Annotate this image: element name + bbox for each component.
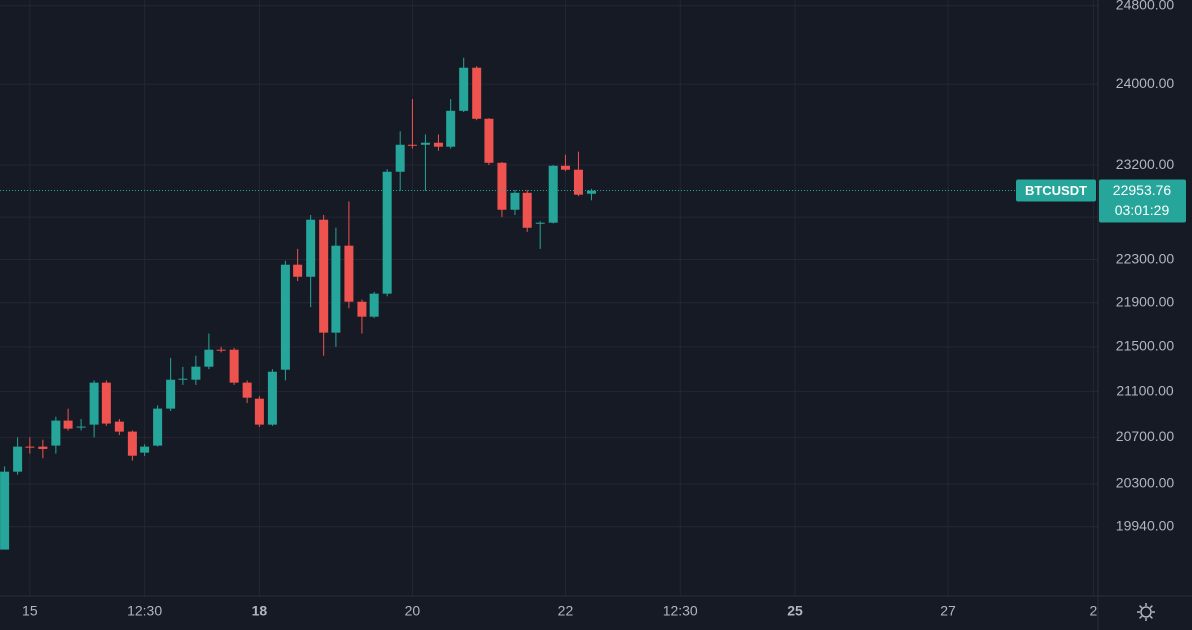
candle-body [420, 142, 430, 145]
y-tick-label: 24000.00 [1116, 75, 1175, 91]
candle-body [369, 293, 379, 317]
candle-body [573, 169, 583, 195]
y-tick-label: 24800.00 [1116, 0, 1175, 12]
candle-body [522, 192, 532, 228]
candle-body [216, 349, 226, 351]
candle-body [407, 144, 417, 146]
symbol-badge [1016, 179, 1096, 202]
candle-body [306, 219, 316, 277]
settings-icon-ring [1140, 606, 1152, 618]
candle-body [472, 67, 482, 119]
candle-body [0, 471, 10, 550]
axes: 24800.0024000.0023200.0022700.0022300.00… [0, 0, 1186, 619]
candle-body [510, 192, 520, 210]
candle-body [204, 349, 214, 367]
x-tick-label: 2 [1090, 603, 1098, 619]
candle-body [127, 431, 137, 456]
candle-body [560, 165, 570, 170]
x-tick-label: 20 [405, 603, 421, 619]
countdown-label: 03:01:29 [1115, 202, 1170, 218]
y-tick-label: 20700.00 [1116, 428, 1175, 444]
candle-body [293, 264, 303, 277]
y-tick-label: 19940.00 [1116, 517, 1175, 533]
candle-body [395, 144, 405, 172]
candle-body [254, 398, 264, 425]
candle-body [433, 142, 443, 147]
candle-body [382, 171, 392, 294]
settings-icon[interactable] [1137, 603, 1155, 621]
candle-body [319, 219, 329, 333]
candle-body [25, 446, 35, 448]
candle-body [535, 222, 545, 224]
candle-body [229, 349, 239, 383]
candle-body [344, 245, 354, 302]
x-tick-label: 18 [252, 603, 268, 619]
candle-body [280, 264, 290, 370]
y-tick-label: 21500.00 [1116, 338, 1175, 354]
candle-body [191, 366, 201, 380]
candle-body [140, 446, 150, 453]
candle-body [89, 382, 99, 425]
candle-body [459, 67, 469, 111]
candle-body [178, 378, 188, 380]
candle-body [548, 165, 558, 223]
candle-body [114, 421, 124, 432]
candle-body [242, 382, 252, 398]
x-tick-label: 27 [940, 603, 956, 619]
candle-body [484, 118, 494, 163]
candle-body [267, 371, 277, 425]
candle-body [76, 426, 86, 428]
candle-body [497, 162, 507, 210]
x-tick-label: 25 [787, 603, 803, 619]
candle-body [13, 446, 23, 472]
candle-body [357, 301, 367, 317]
candle-body [153, 408, 163, 446]
price-badge [1099, 179, 1186, 223]
y-tick-label: 23200.00 [1116, 156, 1175, 172]
x-tick-label: 22 [558, 603, 574, 619]
grid [0, 0, 1098, 596]
candle-body [38, 446, 48, 449]
x-tick-label: 12:30 [663, 603, 698, 619]
candle-body [331, 245, 341, 333]
y-tick-label: 21100.00 [1116, 382, 1174, 398]
candle-body [51, 420, 61, 446]
x-tick-label: 15 [22, 603, 38, 619]
candle-body [586, 190, 596, 194]
x-tick-label: 12:30 [127, 603, 162, 619]
y-tick-label: 20300.00 [1116, 475, 1175, 491]
candle-body [101, 382, 111, 424]
symbol-label: BTCUSDT [1025, 183, 1087, 198]
candle-body [166, 379, 176, 409]
y-tick-label: 21900.00 [1116, 293, 1175, 309]
y-tick-label: 22300.00 [1116, 250, 1175, 266]
settings-icon-spokes [1137, 603, 1155, 621]
candle-body [63, 420, 73, 429]
last-price-label: 22953.76 [1113, 182, 1172, 198]
candle-body [446, 110, 456, 147]
